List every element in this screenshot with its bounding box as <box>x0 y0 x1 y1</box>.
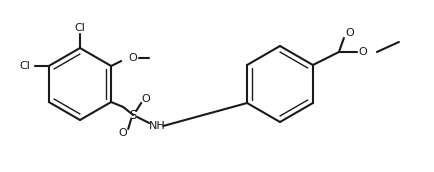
Text: O: O <box>345 28 354 38</box>
Text: NH: NH <box>149 121 165 131</box>
Text: O: O <box>119 128 128 138</box>
Text: S: S <box>129 109 137 121</box>
Text: O: O <box>358 47 367 57</box>
Text: Cl: Cl <box>75 23 85 33</box>
Text: Cl: Cl <box>20 61 30 71</box>
Text: O: O <box>142 94 151 104</box>
Text: O: O <box>129 53 138 63</box>
